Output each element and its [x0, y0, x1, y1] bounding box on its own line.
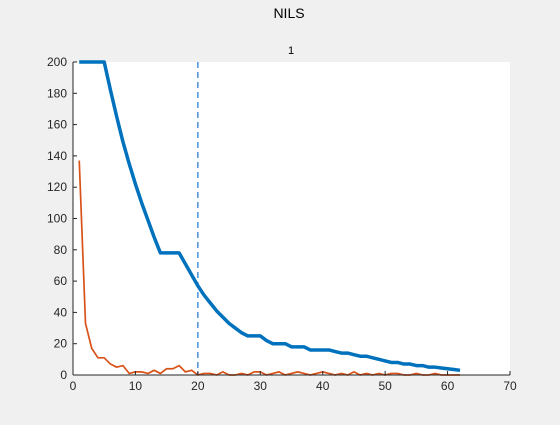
x-tick-label: 40: [316, 379, 330, 393]
series-line-2: [78, 160, 461, 376]
y-tick-label: 0: [60, 368, 67, 382]
y-tick-label: 60: [54, 274, 68, 288]
x-tick-label: 60: [441, 379, 455, 393]
y-tick-label: 160: [47, 118, 67, 132]
y-tick-label: 200: [47, 55, 67, 69]
axes-title: 1: [288, 45, 294, 57]
x-tick-label: 30: [254, 379, 268, 393]
x-tick-label: 50: [378, 379, 392, 393]
y-tick-label: 80: [54, 243, 68, 257]
figure-title: NILS: [273, 5, 304, 21]
y-tick-label: 180: [47, 86, 67, 100]
x-tick-label: 20: [191, 379, 205, 393]
y-tick-label: 100: [47, 212, 67, 226]
y-tick-label: 20: [54, 337, 68, 351]
y-tick-label: 120: [47, 180, 67, 194]
data-layer: [78, 60, 461, 376]
x-tick-label: 10: [129, 379, 143, 393]
x-tick-label: 70: [503, 379, 517, 393]
y-tick-label: 140: [47, 149, 67, 163]
x-tick-label: 0: [70, 379, 77, 393]
plot-area: [73, 62, 510, 375]
y-tick-label: 40: [54, 305, 68, 319]
axes-layer: 0 10 20 30 40 50 60 70 0 20 40 60 80 100 120 140 160 180 2…: [47, 55, 517, 393]
series-line-1: [79, 60, 461, 373]
